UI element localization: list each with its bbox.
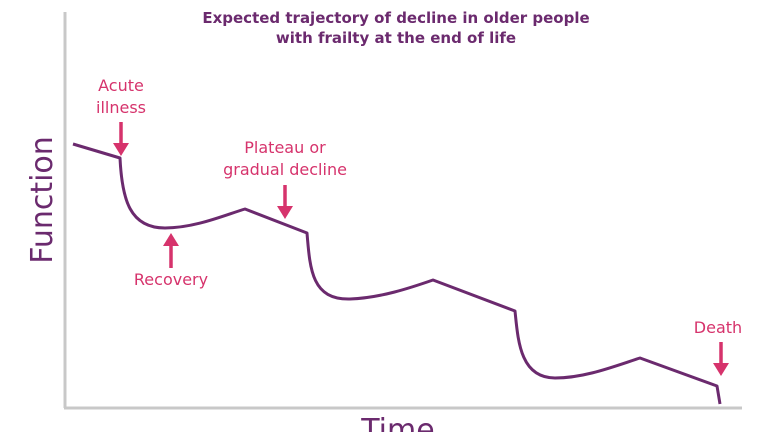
annotation: Recovery bbox=[134, 270, 208, 289]
title-line: with frailty at the end of life bbox=[276, 29, 516, 47]
annotation: Death bbox=[694, 318, 742, 337]
annotation-line: illness bbox=[96, 98, 146, 117]
arrow-down bbox=[713, 342, 729, 376]
trajectory-curve bbox=[72, 142, 722, 405]
annotation-line: gradual decline bbox=[223, 160, 347, 179]
x-axis-label: Time bbox=[360, 413, 434, 432]
arrow-down bbox=[113, 122, 129, 156]
annotation-line: Acute bbox=[98, 76, 144, 95]
arrow-up bbox=[163, 233, 179, 268]
arrow-down bbox=[277, 185, 293, 219]
y-axis-label: Function bbox=[25, 136, 60, 264]
annotation-line: Plateau or bbox=[244, 138, 326, 157]
title-line: Expected trajectory of decline in older … bbox=[202, 9, 589, 27]
